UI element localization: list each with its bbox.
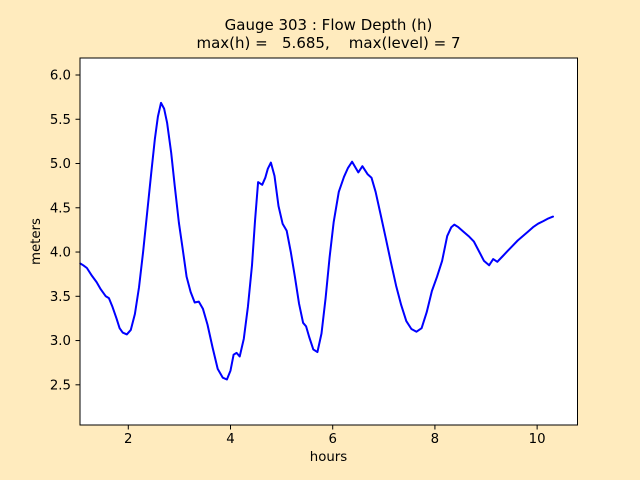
y-tick-label: 5.0 bbox=[50, 157, 71, 172]
x-tick-label: 2 bbox=[124, 432, 132, 447]
x-axis-label: hours bbox=[310, 450, 347, 465]
y-tick-label: 3.5 bbox=[50, 290, 71, 305]
y-tick-label: 2.5 bbox=[50, 378, 71, 393]
y-axis: 2.5 3.0 3.5 4.0 4.5 5.0 5.5 6.0 bbox=[50, 68, 80, 393]
plot-area bbox=[80, 58, 578, 425]
y-tick-label: 5.5 bbox=[50, 113, 71, 128]
x-tick-label: 4 bbox=[226, 432, 234, 447]
y-tick-label: 3.0 bbox=[50, 334, 71, 349]
x-tick-label: 8 bbox=[431, 432, 439, 447]
y-tick-label: 4.0 bbox=[50, 246, 71, 261]
x-tick-label: 10 bbox=[529, 432, 546, 447]
flow-depth-line bbox=[79, 101, 554, 381]
chart-subtitle: max(h) = 5.685, max(level) = 7 bbox=[196, 34, 460, 52]
y-axis-label: meters bbox=[29, 218, 44, 265]
plot-frame bbox=[79, 57, 578, 426]
x-tick-label: 6 bbox=[328, 432, 336, 447]
x-axis: 2 4 6 8 10 bbox=[124, 425, 546, 447]
y-tick-label: 4.5 bbox=[50, 201, 71, 216]
y-tick-label: 6.0 bbox=[50, 68, 71, 83]
chart-title: Gauge 303 : Flow Depth (h) bbox=[225, 16, 433, 34]
